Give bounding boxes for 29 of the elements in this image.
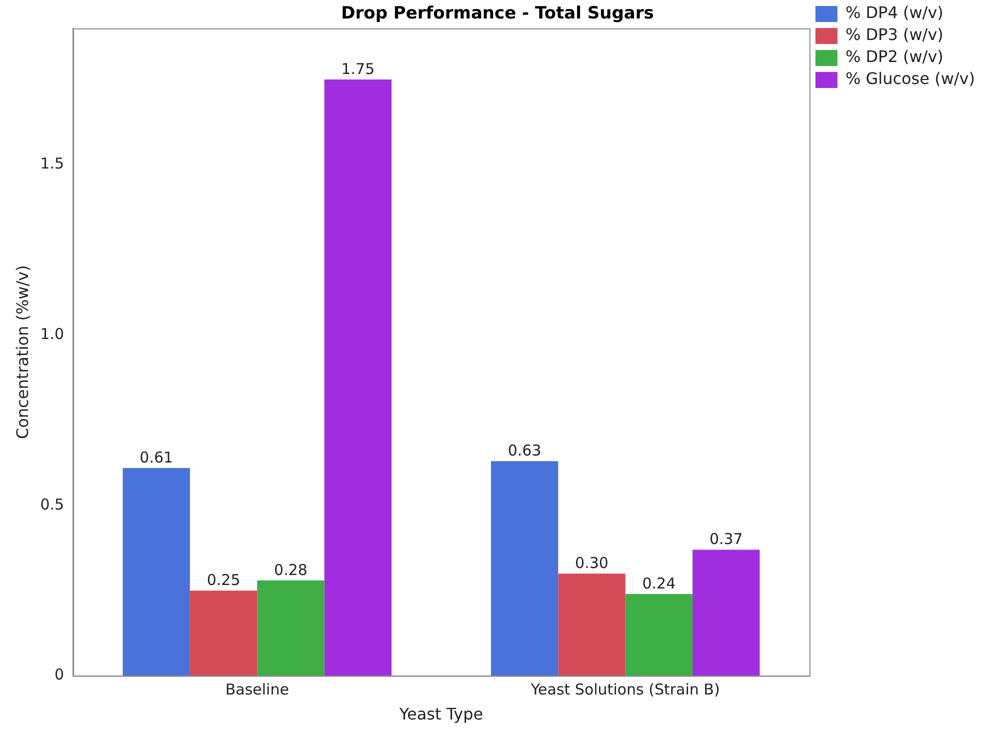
y-tick-label: 0 <box>54 666 64 684</box>
data-label: 0.30 <box>575 554 608 572</box>
data-label: 1.75 <box>341 60 375 78</box>
y-tick-label: 1.0 <box>40 324 64 343</box>
bar <box>190 590 258 676</box>
y-tick-label: 1.5 <box>40 154 64 173</box>
bar <box>490 461 558 676</box>
bar <box>122 468 190 676</box>
y-tick-label: 0.5 <box>40 495 64 514</box>
legend-label: % DP2 (w/v) <box>845 47 944 66</box>
bar <box>558 574 626 676</box>
chart-title: Drop Performance - Total Sugars <box>341 4 654 24</box>
legend-label: % DP4 (w/v) <box>845 3 944 22</box>
data-label: 0.28 <box>274 560 308 579</box>
x-axis-title: Yeast Type <box>398 704 484 724</box>
bar <box>257 580 324 676</box>
data-label: 0.61 <box>140 448 174 466</box>
data-label: 0.25 <box>206 571 240 590</box>
x-tick-label: Yeast Solutions (Strain B) <box>530 680 720 699</box>
data-label: 0.37 <box>709 530 743 548</box>
data-label: 0.24 <box>642 574 676 592</box>
bar <box>692 550 760 676</box>
bar <box>324 80 392 676</box>
legend-label: % DP3 (w/v) <box>845 25 944 44</box>
data-label: 0.63 <box>508 442 542 460</box>
x-tick-label: Baseline <box>225 680 289 699</box>
bar <box>625 594 693 676</box>
y-axis-title: Concentration (%w/v) <box>12 265 32 440</box>
legend-label: % Glucose (w/v) <box>845 69 976 88</box>
